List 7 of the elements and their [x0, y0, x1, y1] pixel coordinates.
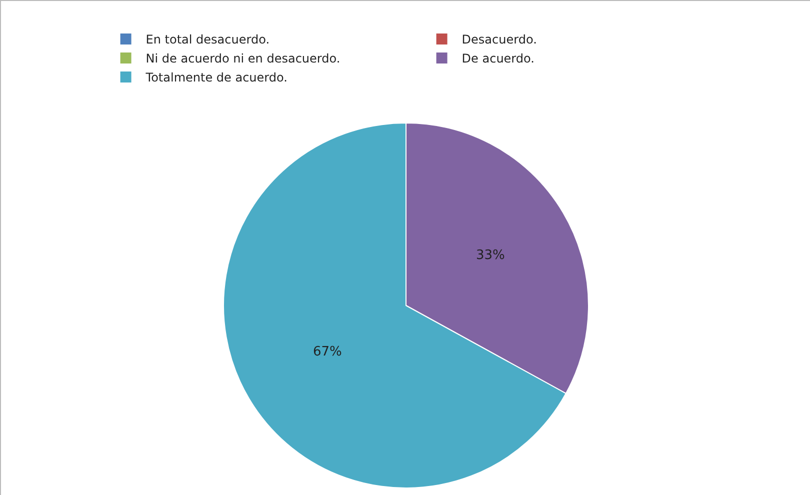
- legend-label: De acuerdo.: [462, 52, 534, 66]
- legend-label: Totalmente de acuerdo.: [144, 70, 288, 85]
- legend-label: En total desacuerdo.: [146, 32, 270, 47]
- legend-label: Ni de acuerdo ni en desacuerdo.: [146, 52, 340, 66]
- data-label: 33%: [476, 248, 505, 264]
- legend-label: Desacuerdo.: [462, 32, 537, 47]
- data-label: 67%: [313, 344, 342, 360]
